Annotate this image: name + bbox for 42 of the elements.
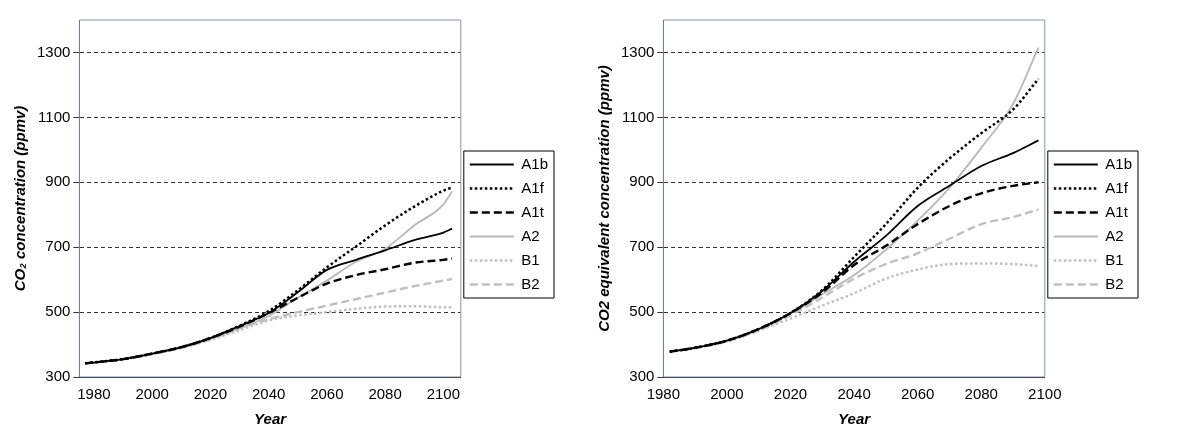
x-tick-label: 2040 [251, 385, 286, 403]
x-tick-label: 1980 [77, 385, 111, 403]
y-tick-label: 1300 [36, 42, 71, 60]
legend-label: A1f [521, 178, 545, 196]
legend-label: A1t [521, 202, 545, 220]
x-tick-label: 2060 [310, 385, 344, 403]
y-tick-label: 900 [629, 172, 655, 190]
y-axis-title: CO2 equivalent concentration (ppmv) [595, 65, 613, 332]
y-axis-title: CO₂ concentration (ppmv) [11, 105, 29, 292]
legend-label: A2 [521, 226, 540, 244]
y-tick-label: 1100 [622, 107, 655, 125]
x-axis-title: Year [254, 410, 288, 428]
x-tick-label: 2040 [837, 385, 871, 403]
x-tick-label: 2020 [193, 385, 228, 403]
x-tick-label: 2000 [135, 385, 169, 403]
x-tick-label: 2000 [710, 385, 744, 403]
legend-label: A2 [1105, 226, 1124, 244]
legend-label: B2 [1105, 274, 1124, 292]
x-tick-label: 2020 [773, 385, 808, 403]
legend-label: A1f [1105, 178, 1129, 196]
y-tick-label: 500 [629, 302, 655, 320]
y-tick-label: 300 [45, 367, 71, 385]
legend-label: B1 [521, 250, 540, 268]
legend-label: A1b [1105, 154, 1133, 172]
legend-label: B1 [1105, 250, 1124, 268]
y-tick-label: 1300 [620, 42, 655, 60]
y-tick-label: 900 [45, 172, 71, 190]
x-axis-title: Year [838, 410, 872, 428]
y-tick-label: 500 [45, 302, 71, 320]
x-tick-label: 2080 [964, 385, 998, 403]
x-tick-label: 2080 [368, 385, 402, 403]
x-tick-label: 2100 [1028, 385, 1062, 403]
legend-label: A1t [1105, 202, 1129, 220]
x-tick-label: 2100 [426, 385, 461, 403]
y-tick-label: 300 [629, 367, 655, 385]
y-tick-label: 700 [45, 237, 71, 255]
x-tick-label: 1980 [646, 385, 681, 403]
legend-label: B2 [521, 274, 540, 292]
y-tick-label: 1100 [38, 107, 71, 125]
legend-label: A1b [521, 154, 549, 172]
x-tick-label: 2060 [900, 385, 935, 403]
y-tick-label: 700 [629, 237, 655, 255]
